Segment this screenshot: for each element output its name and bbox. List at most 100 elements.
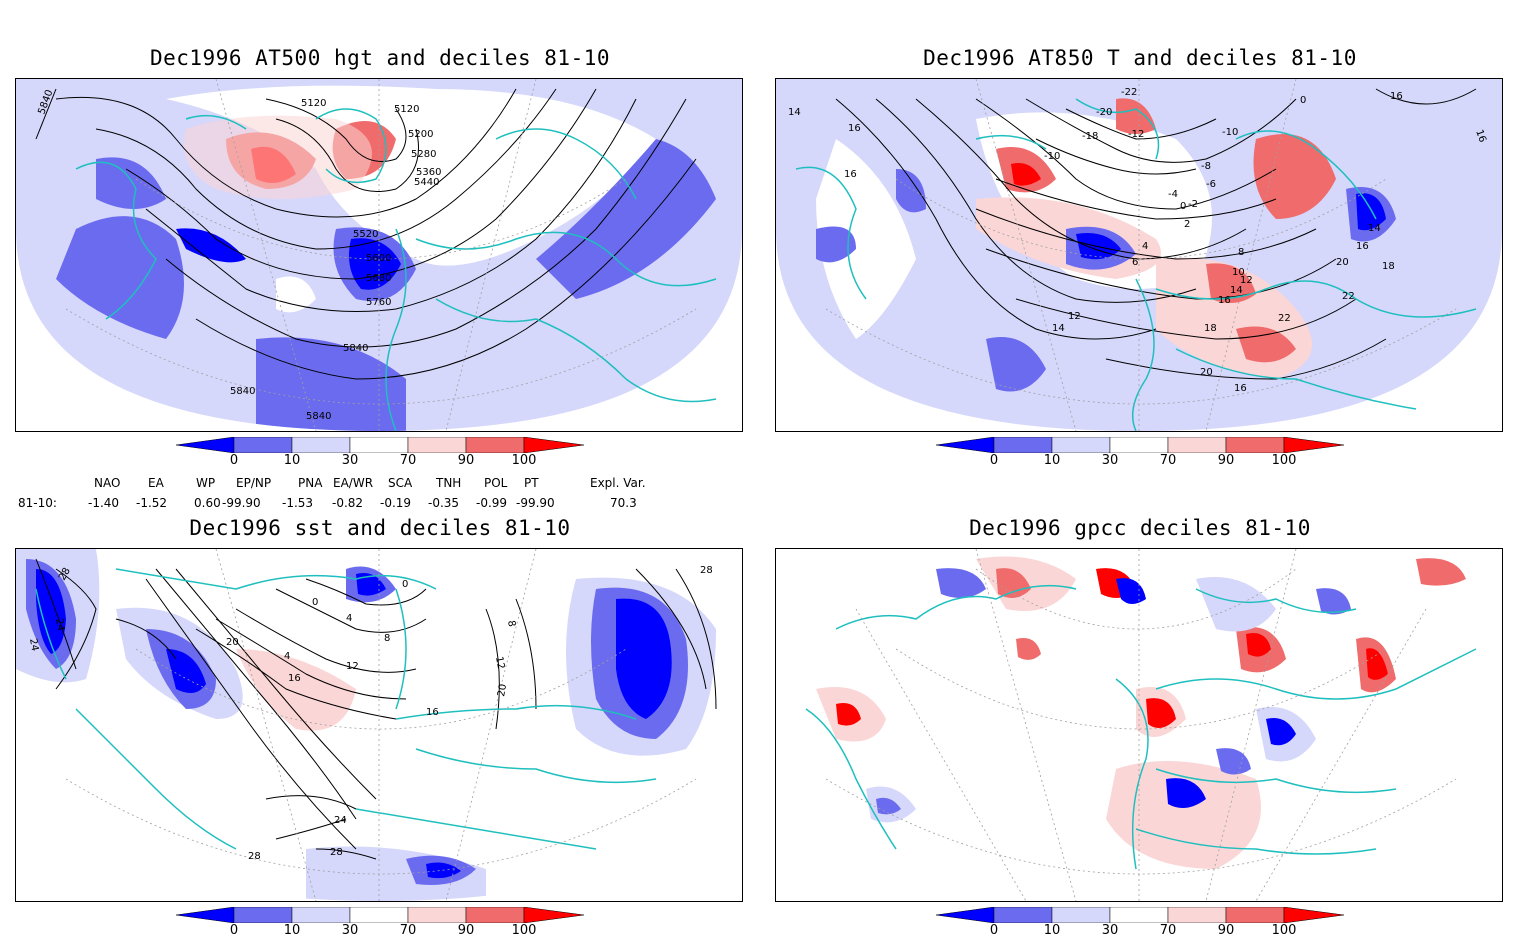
contour-label: -10 — [1222, 127, 1238, 138]
index-header: WP — [196, 476, 216, 490]
contour-label: -22 — [1121, 87, 1137, 98]
contour-label: 20 — [226, 637, 239, 648]
colorbar-svg — [935, 906, 1345, 924]
colorbar-t850: 0 10 30 70 90 100 — [935, 436, 1346, 477]
contour-label: 18 — [1204, 323, 1217, 334]
index-value: 70.3 — [610, 496, 637, 510]
map-sst: 28 24 24 20 0 0 4 8 4 12 16 16 12 8 20 2… — [15, 548, 743, 902]
contour-label: 0 — [1180, 201, 1186, 212]
contour-label: 24 — [27, 638, 40, 652]
colorbar-hgt500: 0 10 30 70 90 100 — [175, 436, 586, 477]
contour-labels: 14 16 16 -22 -20 -18 -12 -10 -10 -8 -6 -… — [788, 87, 1488, 394]
contour-label: 4 — [284, 651, 290, 662]
index-value: -99.90 — [222, 496, 261, 510]
map-t850-svg: 14 16 16 -22 -20 -18 -12 -10 -10 -8 -6 -… — [776, 79, 1502, 431]
contour-label: 10 — [1232, 267, 1245, 278]
colorbar-svg — [175, 436, 585, 454]
contour-label: 16 — [1390, 91, 1403, 102]
panel-title-gpcc: Dec1996 gpcc deciles 81-10 — [969, 516, 1311, 540]
index-value-row: 81-10: -1.40 -1.52 0.60 -99.90 -1.53 -0.… — [18, 496, 678, 516]
contour-label: 16 — [1356, 241, 1369, 252]
map-gpcc — [775, 548, 1503, 902]
contour-label: 5200 — [408, 129, 433, 140]
colorbar-label: 90 — [1217, 923, 1235, 938]
decile-shading — [16, 79, 742, 431]
contour-labels: 28 24 24 20 0 0 4 8 4 12 16 16 12 8 20 2… — [27, 565, 713, 862]
panel-title-t850: Dec1996 AT850 T and deciles 81-10 — [923, 46, 1357, 70]
index-header: SCA — [388, 476, 413, 490]
contour-label: 20 — [1200, 367, 1213, 378]
colorbar-label: 100 — [511, 453, 537, 468]
contour-label: 14 — [1052, 323, 1065, 334]
colorbar-label: 30 — [341, 923, 359, 938]
coastlines — [805, 584, 1477, 870]
index-header: TNH — [436, 476, 462, 490]
contour-label: 8 — [505, 620, 517, 628]
map-gpcc-svg — [776, 549, 1502, 901]
contour-labels: 5840 5120 5120 5200 5280 5360 5440 5520 … — [36, 88, 441, 422]
contour-label: 5840 — [343, 343, 368, 354]
height-contours — [35, 88, 697, 380]
contour-label: 5680 — [366, 273, 391, 284]
contour-label: -12 — [1128, 129, 1144, 140]
colorbar-label: 70 — [399, 923, 417, 938]
colorbar-label: 0 — [229, 453, 239, 468]
contour-label: 16 — [844, 169, 857, 180]
contour-label: 5120 — [394, 104, 419, 115]
contour-label: 12 — [1068, 311, 1081, 322]
sst-contours — [35, 558, 717, 860]
map-hgt500-svg: 5840 5120 5120 5200 5280 5360 5440 5520 … — [16, 79, 742, 431]
colorbar-label: 10 — [1043, 923, 1061, 938]
contour-label: 4 — [346, 613, 352, 624]
contour-label: 28 — [330, 847, 343, 858]
index-value: -1.40 — [88, 496, 120, 510]
index-value: -0.99 — [476, 496, 508, 510]
index-header: EA/WR — [333, 476, 374, 490]
contour-label: -18 — [1082, 131, 1098, 142]
panel-title-hgt500: Dec1996 AT500 hgt and deciles 81-10 — [149, 46, 610, 70]
index-value: -99.90 — [516, 496, 555, 510]
index-value: -0.19 — [380, 496, 412, 510]
contour-label: 22 — [1342, 291, 1355, 302]
colorbar-label: 30 — [341, 453, 359, 468]
colorbar-label: 0 — [229, 923, 239, 938]
colorbar-gpcc: 0 10 30 70 90 100 — [935, 906, 1346, 947]
colorbar-label: 10 — [283, 923, 301, 938]
colorbar-label: 90 — [457, 923, 475, 938]
contour-label: 0 — [402, 579, 408, 590]
contour-label: 5840 — [230, 386, 255, 397]
colorbar-sst: 0 10 30 70 90 100 — [175, 906, 586, 947]
contour-label: 28 — [248, 851, 261, 862]
colorbar-label: 70 — [399, 453, 417, 468]
contour-label: 5760 — [366, 297, 391, 308]
colorbar-label: 70 — [1159, 453, 1177, 468]
colorbar-label: 0 — [989, 453, 999, 468]
index-value: -1.52 — [136, 496, 168, 510]
graticule — [825, 549, 1457, 901]
colorbar-svg — [935, 436, 1345, 454]
contour-label: 16 — [288, 673, 301, 684]
contour-label: 16 — [848, 123, 861, 134]
index-value: -1.53 — [282, 496, 314, 510]
contour-label: 24 — [53, 618, 66, 632]
graticule — [65, 79, 697, 431]
index-row-label: 81-10: — [18, 496, 57, 510]
map-t850: 14 16 16 -22 -20 -18 -12 -10 -10 -8 -6 -… — [775, 78, 1503, 432]
contour-label: 28 — [700, 565, 713, 576]
contour-label: 5840 — [306, 411, 331, 422]
contour-label: -10 — [1044, 151, 1060, 162]
index-value: 0.60 — [194, 496, 221, 510]
contour-label: 5360 — [416, 167, 441, 178]
index-header: EP/NP — [236, 476, 272, 490]
contour-label: 16 — [1473, 128, 1488, 144]
index-header: Expl. Var. — [590, 476, 646, 490]
contour-label: 0 — [312, 597, 318, 608]
index-value: -0.35 — [428, 496, 460, 510]
contour-label: 14 — [1230, 285, 1243, 296]
contour-label: 0 — [1300, 95, 1306, 106]
contour-label: 16 — [426, 707, 439, 718]
index-header-row: NAO EA WP EP/NP PNA EA/WR SCA TNH POL PT… — [18, 476, 678, 496]
contour-label: 20 — [1336, 257, 1349, 268]
colorbar-label: 100 — [1271, 923, 1297, 938]
contour-label: -4 — [1168, 189, 1178, 200]
